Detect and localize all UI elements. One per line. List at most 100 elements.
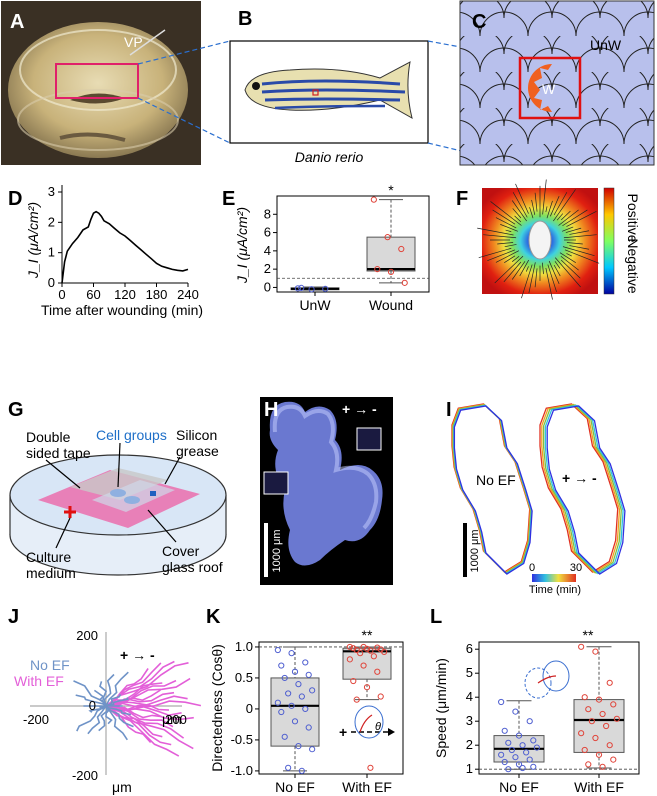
l-data-point	[603, 722, 610, 730]
l-y-tick-label: 3	[466, 713, 473, 728]
panel-j: J -200 200 200 -200 0 + → - No EF With EF μm…	[8, 606, 202, 795]
l-y-tick-label: 5	[466, 665, 473, 680]
k-data-point	[281, 674, 288, 682]
g-cell-groups-label: Cell groups	[96, 427, 167, 443]
k-plot: -1.0 -0.5 0 0.5 1.0 No EF With EF	[231, 639, 403, 795]
unwounded-label: UnW	[590, 37, 622, 53]
f-field-ray	[495, 250, 519, 263]
f-field-ray	[562, 209, 588, 227]
f-field-ray	[542, 179, 547, 215]
i-outline-with-ef	[539, 403, 619, 573]
f-field-ray	[553, 189, 576, 222]
j-y-tick-label: -200	[72, 768, 98, 783]
l-data-point	[505, 739, 512, 746]
e-data-point	[322, 285, 329, 292]
panel-letter-b: B	[238, 8, 252, 30]
f-field-ray	[559, 252, 576, 263]
scale-pattern	[459, 0, 655, 166]
l-data-point	[606, 679, 613, 686]
d-x-tick-label: 240	[177, 287, 199, 302]
f-field-ray	[569, 245, 590, 250]
l-data-point	[498, 751, 505, 758]
k-data-point	[274, 646, 281, 654]
j-origin-label: 0	[89, 698, 96, 713]
d-series-line	[61, 210, 189, 284]
d-x-tick-label: 0	[58, 287, 65, 302]
panel-h: 1000 μm H + → -	[260, 397, 393, 585]
k-data-point	[360, 643, 367, 651]
panel-letter-j: J	[8, 606, 19, 628]
k-data-point	[367, 764, 374, 771]
k-data-point	[278, 662, 285, 669]
e-data-point	[370, 196, 377, 203]
k-data-point	[288, 702, 295, 709]
l-y-tick-label: 6	[466, 641, 473, 656]
f-field-ray	[558, 209, 579, 226]
f-field-ray	[569, 230, 590, 235]
f-field-ray	[528, 262, 536, 294]
k-data-point	[302, 705, 309, 713]
f-field-ray	[521, 264, 533, 299]
f-field-ray	[564, 249, 600, 264]
j-polarity: + → -	[120, 647, 155, 663]
e-data-point	[398, 245, 405, 253]
e-data-point	[384, 234, 391, 241]
f-field-ray	[487, 249, 516, 262]
l-data-point	[530, 737, 537, 744]
l-significance: **	[583, 627, 594, 643]
g-grease-label-1: Silicon	[176, 427, 217, 443]
f-field-ray	[483, 234, 517, 239]
f-field-ray	[495, 217, 517, 229]
l-data-point	[595, 696, 603, 703]
l-data-point	[595, 751, 603, 758]
l-data-point	[523, 749, 530, 756]
k-data-point	[381, 648, 388, 656]
l-data-point	[613, 715, 620, 722]
l-y-tick-label: 1	[466, 761, 473, 776]
j-trajectory-no-ef	[75, 694, 107, 707]
i-scale-bar	[463, 523, 467, 577]
f-field-ray	[504, 244, 517, 248]
f-field-ray	[553, 192, 568, 216]
k-data-point	[295, 681, 302, 688]
j-trajectory-no-ef	[87, 705, 107, 735]
l-y-label: Speed (μm/min)	[433, 658, 449, 758]
k-y-tick-label: -0.5	[231, 732, 253, 747]
panel-c: C UnW W	[459, 0, 655, 166]
zoom-box	[55, 63, 139, 99]
f-field-lines	[477, 179, 600, 300]
f-field-ray	[511, 261, 526, 280]
f-field-ray	[562, 246, 595, 257]
l-data-point	[610, 701, 617, 708]
l-data-point	[526, 756, 533, 763]
k-data-point	[274, 699, 281, 706]
wound-site	[528, 64, 552, 112]
l-data-point	[512, 754, 519, 761]
i-time-max: 30	[570, 562, 582, 574]
k-plot-frame	[258, 641, 404, 775]
f-field-ray	[503, 261, 522, 283]
l-box	[573, 699, 625, 753]
d-y-tick-label: 3	[48, 184, 55, 199]
panel-letter-g: G	[8, 399, 24, 421]
e-data-point	[308, 286, 315, 293]
e-significance: *	[388, 182, 394, 198]
f-field-ray	[497, 242, 514, 245]
panel-letter-d: D	[8, 188, 22, 210]
panel-letter-f: F	[456, 188, 468, 210]
l-y-tick-label: 2	[466, 737, 473, 752]
f-field-ray	[534, 192, 538, 212]
d-y-label: J_I (μA/cm²)	[25, 202, 41, 279]
k-category-label: With EF	[342, 779, 392, 795]
d-x-tick-label: 120	[114, 287, 136, 302]
e-data-point	[294, 285, 301, 292]
f-field-ray	[505, 229, 512, 233]
f-field-ray	[560, 259, 581, 279]
j-trajectory-no-ef	[105, 705, 113, 725]
f-field-ray	[547, 264, 557, 292]
g-glass-label-1: Cover	[162, 543, 200, 559]
k-data-point	[350, 677, 357, 685]
k-data-point	[363, 645, 371, 652]
e-y-tick-label: 2	[264, 261, 271, 276]
